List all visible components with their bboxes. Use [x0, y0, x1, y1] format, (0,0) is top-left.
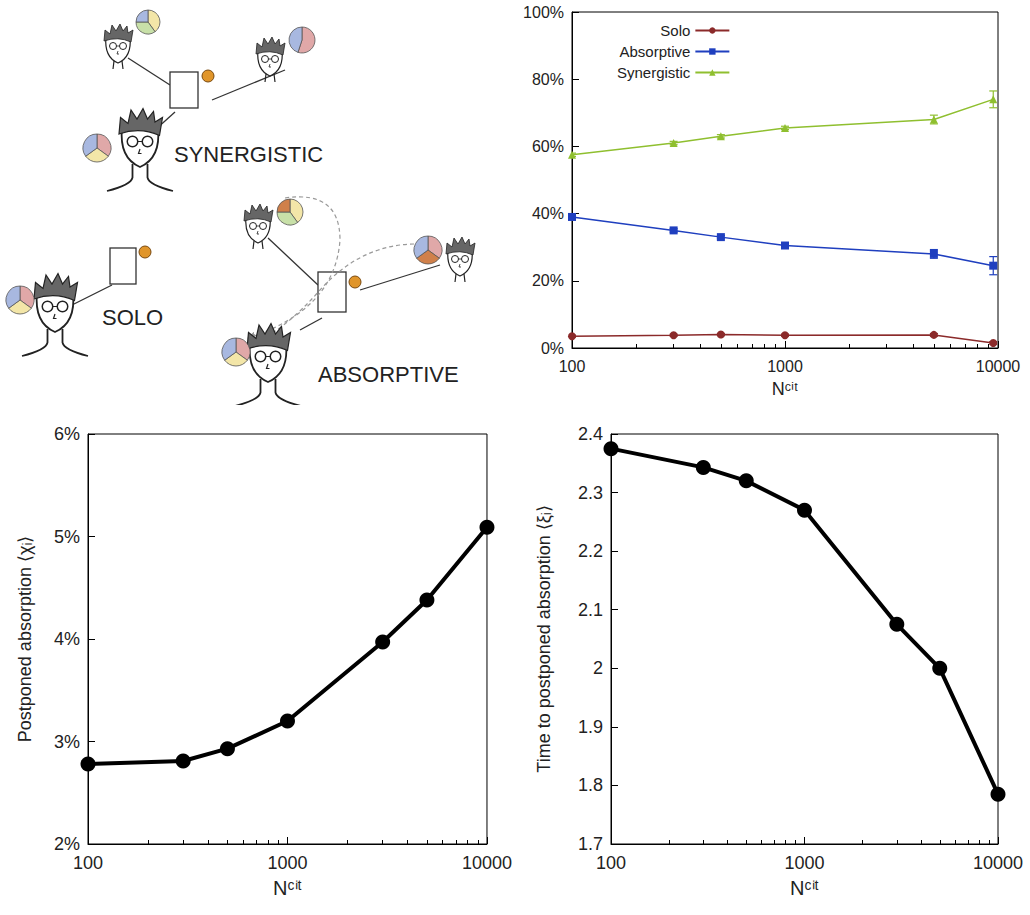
svg-text:1000: 1000 [267, 853, 307, 873]
svg-text:10000: 10000 [462, 853, 512, 873]
svg-text:1.7: 1.7 [578, 834, 603, 854]
svg-text:2.4: 2.4 [578, 424, 603, 444]
svg-text:1.9: 1.9 [578, 717, 603, 737]
svg-text:5%: 5% [54, 527, 80, 547]
svg-text:2.1: 2.1 [578, 600, 603, 620]
svg-text:1000: 1000 [784, 853, 824, 873]
svg-text:Absorptive: Absorptive [619, 43, 690, 60]
svg-text:SYNERGISTIC: SYNERGISTIC [174, 142, 323, 167]
svg-text:100: 100 [596, 853, 626, 873]
svg-text:100: 100 [73, 853, 103, 873]
svg-text:20%: 20% [532, 272, 564, 289]
svg-text:Time to postponed absorption ⟨: Time to postponed absorption ⟨ξᵢ⟩ [534, 505, 554, 772]
svg-text:4%: 4% [54, 629, 80, 649]
svg-text:1.8: 1.8 [578, 775, 603, 795]
svg-text:60%: 60% [532, 138, 564, 155]
svg-text:6%: 6% [54, 424, 80, 444]
svg-text:SOLO: SOLO [102, 305, 163, 330]
svg-text:0%: 0% [541, 340, 564, 357]
svg-text:100%: 100% [523, 4, 564, 21]
svg-text:2: 2 [593, 658, 603, 678]
svg-text:2.3: 2.3 [578, 483, 603, 503]
svg-text:Nᶜⁱᵗ: Nᶜⁱᵗ [273, 877, 302, 899]
svg-text:3%: 3% [54, 732, 80, 752]
svg-text:80%: 80% [532, 71, 564, 88]
svg-text:Postponed absorption ⟨χᵢ⟩: Postponed absorption ⟨χᵢ⟩ [15, 536, 35, 742]
svg-text:Solo: Solo [660, 22, 690, 39]
svg-text:100: 100 [559, 358, 586, 375]
svg-text:ABSORPTIVE: ABSORPTIVE [318, 362, 459, 387]
svg-text:Nᶜⁱᵗ: Nᶜⁱᵗ [772, 379, 798, 399]
svg-text:10000: 10000 [973, 853, 1023, 873]
svg-text:40%: 40% [532, 205, 564, 222]
svg-text:2.2: 2.2 [578, 541, 603, 561]
svg-text:2%: 2% [54, 834, 80, 854]
svg-text:Synergistic: Synergistic [617, 64, 691, 81]
svg-text:Nᶜⁱᵗ: Nᶜⁱᵗ [790, 877, 819, 899]
svg-text:10000: 10000 [976, 358, 1021, 375]
svg-text:1000: 1000 [767, 358, 803, 375]
